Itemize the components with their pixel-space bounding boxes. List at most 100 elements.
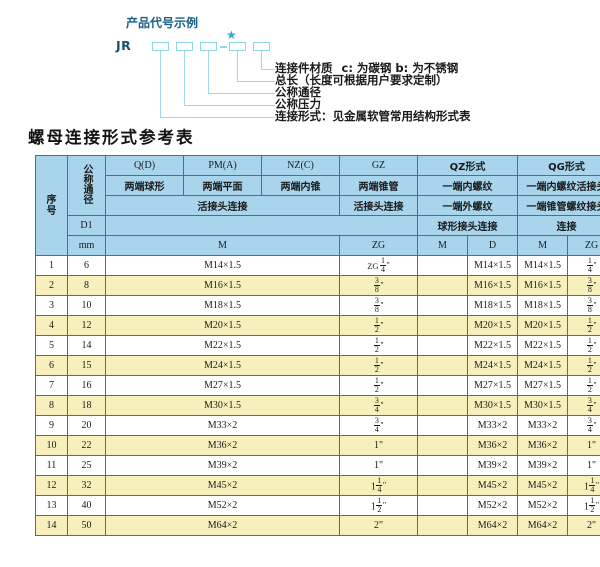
cell-qg-zg: 3 4 " xyxy=(567,415,600,436)
size-plain: 2" xyxy=(373,520,384,531)
inch-mark: " xyxy=(380,400,384,410)
cell-qz-m xyxy=(417,275,468,296)
inch-mark: " xyxy=(595,480,600,490)
cell-qz-m xyxy=(417,495,468,516)
inch-mark: " xyxy=(593,280,597,290)
table-row: 6 15 M24×1.5 1 2 " M24×1.5 M24×1.5 1 2 " xyxy=(35,355,600,376)
inch-mark: " xyxy=(386,260,390,270)
leader-line-h-3 xyxy=(208,93,275,95)
code-box-4 xyxy=(229,42,246,51)
header-desc-qd: 两端球形 xyxy=(105,175,184,196)
table-row: 1 6 M14×1.5 ZG 1 4 " M14×1.5 M14×1.5 1 4 " xyxy=(35,255,600,276)
cell-qz-m xyxy=(417,375,468,396)
header-code-qg: QG形式 xyxy=(517,155,600,176)
fraction-numerator: 1 xyxy=(380,255,387,266)
size-plain: 1" xyxy=(586,460,597,471)
inch-mark: " xyxy=(593,260,597,270)
header-desc2-gz: 活接头连接 xyxy=(339,195,418,216)
cell-qg-zg: 1" xyxy=(567,455,600,476)
fraction-numerator: 3 xyxy=(373,395,380,406)
cell-qz-d: M39×2 xyxy=(466,455,519,476)
cell-nominal-diameter: 20 xyxy=(67,415,106,436)
cell-thread-m: M16×1.5 xyxy=(105,275,340,296)
header-code-nzc: NZ(C) xyxy=(261,155,340,176)
nut-connection-spec-table: 序 号 公称通径 Q(D) PM(A) NZ(C) GZ QZ形式 QG形式 两… xyxy=(35,155,600,536)
header-desc2-qg: 一端锥管螺纹接头 xyxy=(517,195,600,216)
cell-qz-d: M18×1.5 xyxy=(466,295,519,316)
inch-mark: " xyxy=(593,320,597,330)
header-row-desc1: 两端球形 两端平面 两端内锥 两端锥管 一端内螺纹 一端内螺纹活接头 xyxy=(36,175,600,196)
cell-nominal-diameter: 6 xyxy=(67,255,106,276)
cell-seq-no: 8 xyxy=(35,395,68,416)
cell-qg-zg: 1 2 " xyxy=(567,335,600,356)
cell-seq-no: 4 xyxy=(35,315,68,336)
cell-seq-no: 1 xyxy=(35,255,68,276)
cell-nominal-diameter: 22 xyxy=(67,435,106,456)
fraction-denominator: 2 xyxy=(587,345,592,354)
header-desc2-qz: 一端外螺纹 xyxy=(416,195,519,216)
header-unit-zg-qg: ZG xyxy=(567,235,600,256)
table-row: 13 40 M52×2 1 1 2 " M52×2 M52×2 1 1 2 " xyxy=(35,495,600,516)
fraction-denominator: 4 xyxy=(374,425,379,434)
zg-prefix: ZG xyxy=(367,261,379,272)
inch-mark: " xyxy=(380,360,384,370)
fraction-denominator: 2 xyxy=(374,345,379,354)
size-plain: 2" xyxy=(586,520,597,531)
spec-table-wrapper: 序 号 公称通径 Q(D) PM(A) NZ(C) GZ QZ形式 QG形式 两… xyxy=(35,155,600,536)
inch-mark: " xyxy=(593,360,597,370)
legend-item-nominal-pressure: 公称压力 xyxy=(275,97,321,111)
fraction-denominator: 4 xyxy=(374,405,379,414)
fraction-denominator: 2 xyxy=(590,505,595,514)
cell-qg-m: M45×2 xyxy=(517,475,569,496)
cell-qg-m: M14×1.5 xyxy=(517,255,569,276)
cell-gz-size: ZG 1 4 " xyxy=(339,255,418,276)
cell-qz-m xyxy=(417,435,468,456)
cell-seq-no: 13 xyxy=(35,495,68,516)
cell-thread-m: M36×2 xyxy=(105,435,340,456)
cell-qg-m: M18×1.5 xyxy=(517,295,569,316)
fraction-numerator: 3 xyxy=(586,395,593,406)
table-row: 3 10 M18×1.5 3 8 " M18×1.5 M18×1.5 3 8 " xyxy=(35,295,600,316)
fraction-numerator: 1 xyxy=(586,315,593,326)
header-code-qz: QZ形式 xyxy=(416,155,519,176)
cell-qz-m xyxy=(417,415,468,436)
table-row: 7 16 M27×1.5 1 2 " M27×1.5 M27×1.5 1 2 " xyxy=(35,375,600,396)
cell-thread-m: M39×2 xyxy=(105,455,340,476)
cell-qz-d: M30×1.5 xyxy=(466,395,519,416)
cell-qz-d: M45×2 xyxy=(466,475,519,496)
table-row: 14 50 M64×2 2" M64×2 M64×2 2" xyxy=(35,515,600,536)
cell-seq-no: 11 xyxy=(35,455,68,476)
fraction-numerator: 1 xyxy=(373,375,380,386)
cell-qz-d: M36×2 xyxy=(466,435,519,456)
cell-qz-d: M27×1.5 xyxy=(466,375,519,396)
leader-line-v-5 xyxy=(160,51,162,118)
legend-item-length: 总长（长度可根据用户要求定制） xyxy=(275,73,448,87)
cell-nominal-diameter: 50 xyxy=(67,515,106,536)
cell-qz-m xyxy=(417,255,468,276)
inch-mark: " xyxy=(380,380,384,390)
header-row-d1: D1 球形接头连接 连接 xyxy=(36,215,600,236)
cell-seq-no: 5 xyxy=(35,335,68,356)
header-nominal-diameter: 公称通径 xyxy=(67,155,106,216)
code-box-1 xyxy=(152,42,169,51)
table-row: 4 12 M20×1.5 1 2 " M20×1.5 M20×1.5 1 2 " xyxy=(35,315,600,336)
fraction-denominator: 4 xyxy=(587,405,592,414)
cell-qz-d: M64×2 xyxy=(466,515,519,536)
cell-gz-size: 1 2 " xyxy=(339,335,418,356)
cell-gz-size: 1 2 " xyxy=(339,355,418,376)
cell-thread-m: M18×1.5 xyxy=(105,295,340,316)
cell-nominal-diameter: 16 xyxy=(67,375,106,396)
cell-qg-m: M33×2 xyxy=(517,415,569,436)
header-code-pma: PM(A) xyxy=(183,155,262,176)
